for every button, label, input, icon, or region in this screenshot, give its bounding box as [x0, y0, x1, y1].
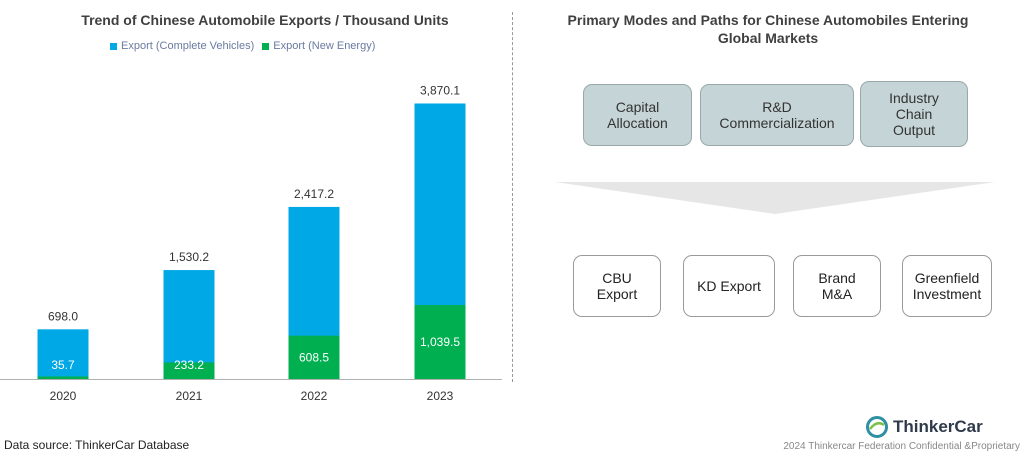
bottom-box-kd-export: KD Export — [683, 255, 775, 317]
bottom-box-label-line1: Greenfield — [914, 270, 980, 286]
data-label-new-energy: 608.5 — [299, 350, 329, 364]
top-box-label-line1: Capital — [615, 99, 660, 115]
funnel-shape — [555, 182, 995, 214]
legend-swatch-green — [262, 42, 270, 50]
funnel-arrow — [555, 182, 995, 214]
diagram-title-line2: Global Markets — [717, 30, 819, 46]
bar-new-energy — [414, 304, 466, 379]
x-tick-label: 2022 — [301, 389, 328, 403]
top-box-label-line1: Industry — [889, 90, 939, 106]
top-box-label-line2: Allocation — [607, 115, 668, 131]
top-box-label-line2: Commercialization — [719, 115, 835, 131]
bar-complete-vehicles — [37, 329, 89, 379]
data-label-complete: 2,417.2 — [294, 187, 334, 201]
bar-chart: 698.0 35.7 2020 1,530.2 233.2 2021 2,417.2 608.… — [0, 83, 502, 403]
top-box-label-line3: Output — [892, 122, 936, 138]
data-label-new-energy: 35.7 — [51, 358, 75, 372]
chart-legend: Export (Complete Vehicles) Export (New E… — [110, 40, 375, 52]
bottom-box-label-line1: CBU — [602, 270, 632, 286]
bottom-box-label-line2: M&A — [821, 286, 853, 302]
logo-mark-icon — [866, 416, 888, 438]
bottom-box-label-line2: Investment — [912, 286, 982, 302]
data-label-new-energy: 233.2 — [174, 358, 204, 372]
logo-text: ThinkerCar — [893, 417, 983, 436]
legend-item-complete: Export (Complete Vehicles) — [110, 40, 254, 52]
bottom-box-cbu-export: CBU Export — [573, 255, 661, 317]
data-label-complete: 3,870.1 — [420, 83, 460, 97]
top-box-label-line2: Chain — [895, 106, 933, 122]
bottom-box-brand-ma: Brand M&A — [793, 255, 881, 317]
legend-item-new-energy: Export (New Energy) — [262, 40, 375, 52]
thinkercar-logo: ThinkerCar — [866, 416, 983, 438]
top-box-label-line1: R&D — [762, 99, 792, 115]
bottom-box-label-line1: Brand — [818, 270, 856, 286]
diagram-title-line1: Primary Modes and Paths for Chinese Auto… — [567, 12, 969, 28]
footer-confidential: 2024 Thinkercar Federation Confidential … — [783, 441, 1020, 452]
legend-swatch-blue — [110, 42, 117, 50]
data-source-note: Data source: ThinkerCar Database — [4, 438, 190, 452]
top-box-rd-commercialization: R&D Commercialization — [700, 84, 854, 146]
chart-title: Trend of Chinese Automobile Exports / Th… — [81, 12, 449, 28]
legend-label-new-energy: Export (New Energy) — [273, 40, 376, 52]
vertical-divider — [512, 12, 513, 382]
legend-label-complete: Export (Complete Vehicles) — [121, 40, 255, 52]
top-box-capital-allocation: Capital Allocation — [583, 84, 692, 146]
data-label-new-energy: 1,039.5 — [420, 335, 460, 349]
diagram-title: Primary Modes and Paths for Chinese Auto… — [548, 11, 988, 47]
x-tick-label: 2023 — [427, 389, 454, 403]
top-box-industry-chain-output: Industry Chain Output — [860, 81, 968, 147]
x-tick-label: 2021 — [176, 389, 203, 403]
bar-new-energy — [288, 335, 340, 379]
bar-new-energy — [37, 376, 89, 379]
x-tick-label: 2020 — [50, 389, 77, 403]
bottom-box-greenfield-investment: Greenfield Investment — [902, 255, 992, 317]
bar-complete-vehicles — [163, 270, 215, 379]
bottom-box-label-line1: KD Export — [697, 278, 761, 294]
data-label-complete: 1,530.2 — [169, 250, 209, 264]
bottom-box-label-line2: Export — [596, 286, 638, 302]
data-label-complete: 698.0 — [48, 309, 78, 323]
bar-new-energy — [163, 362, 215, 379]
